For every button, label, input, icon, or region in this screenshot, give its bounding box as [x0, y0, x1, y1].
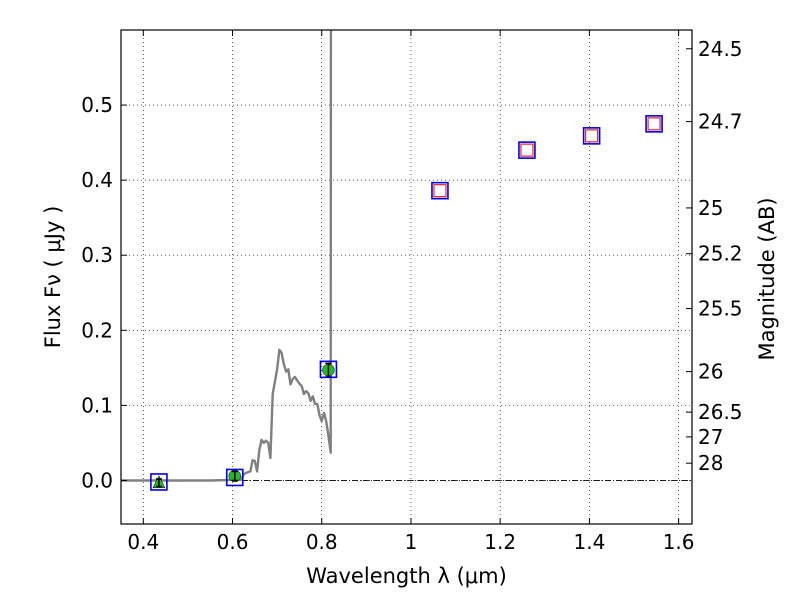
x-tick-label: 1.4: [573, 530, 605, 554]
y-tick-label: 0.1: [81, 393, 113, 417]
y-tick-label: 0.5: [81, 93, 113, 117]
y-tick-label: 0.0: [81, 468, 113, 492]
y2-tick-label: 25.2: [698, 242, 743, 266]
model-photometry-point: [518, 141, 536, 159]
y-axis-title: Flux Fν ( μJy ): [41, 206, 65, 349]
upper-limit-point: [647, 117, 661, 131]
x-tick-label: 1.6: [663, 530, 695, 554]
y2-tick-label: 25: [698, 196, 723, 220]
y-tick-label: 0.2: [81, 318, 113, 342]
x-tick-label: 0.8: [306, 530, 338, 554]
y2-tick-label: 24.5: [698, 37, 743, 61]
y2-tick-label: 26.5: [698, 400, 743, 424]
model-photometry-point: [431, 181, 449, 200]
upper-limit-point: [585, 129, 599, 143]
y2-tick-label: 25.5: [698, 297, 743, 321]
model-photometry-point: [150, 473, 168, 491]
upper-limit-point: [433, 184, 447, 198]
x-tick-label: 0.4: [127, 530, 159, 554]
model-photometry-point: [582, 127, 601, 145]
y-tick-label: 0.3: [81, 243, 113, 267]
y2-tick-label: 27: [698, 425, 723, 449]
x-axis-title: Wavelength λ (μm): [306, 564, 507, 588]
upper-limit-point: [520, 143, 534, 157]
plot-frame: [120, 29, 693, 525]
ticks: 0.4 0.6 0.8 1 1.2 1.4 1.6 0.0 0.1 0.2 0.3 0.4 0.5 24.…: [81, 30, 743, 554]
y-tick-label: 0.4: [81, 168, 113, 192]
spectrum-line: [121, 29, 333, 482]
x-tick-label: 1: [405, 530, 418, 554]
x-tick-label: 1.2: [484, 530, 516, 554]
model-photometry-point: [225, 468, 244, 487]
model-photometry-point: [645, 115, 663, 133]
x-tick-label: 0.6: [217, 530, 249, 554]
plot-series: [121, 29, 663, 491]
y2-tick-label: 26: [698, 360, 723, 384]
y2-tick-label: 24.7: [698, 110, 743, 134]
y2-tick-label: 28: [698, 451, 723, 475]
model-photometry-point: [319, 360, 338, 379]
grid: [121, 30, 692, 524]
y2-axis-title: Magnitude (AB): [755, 197, 779, 360]
